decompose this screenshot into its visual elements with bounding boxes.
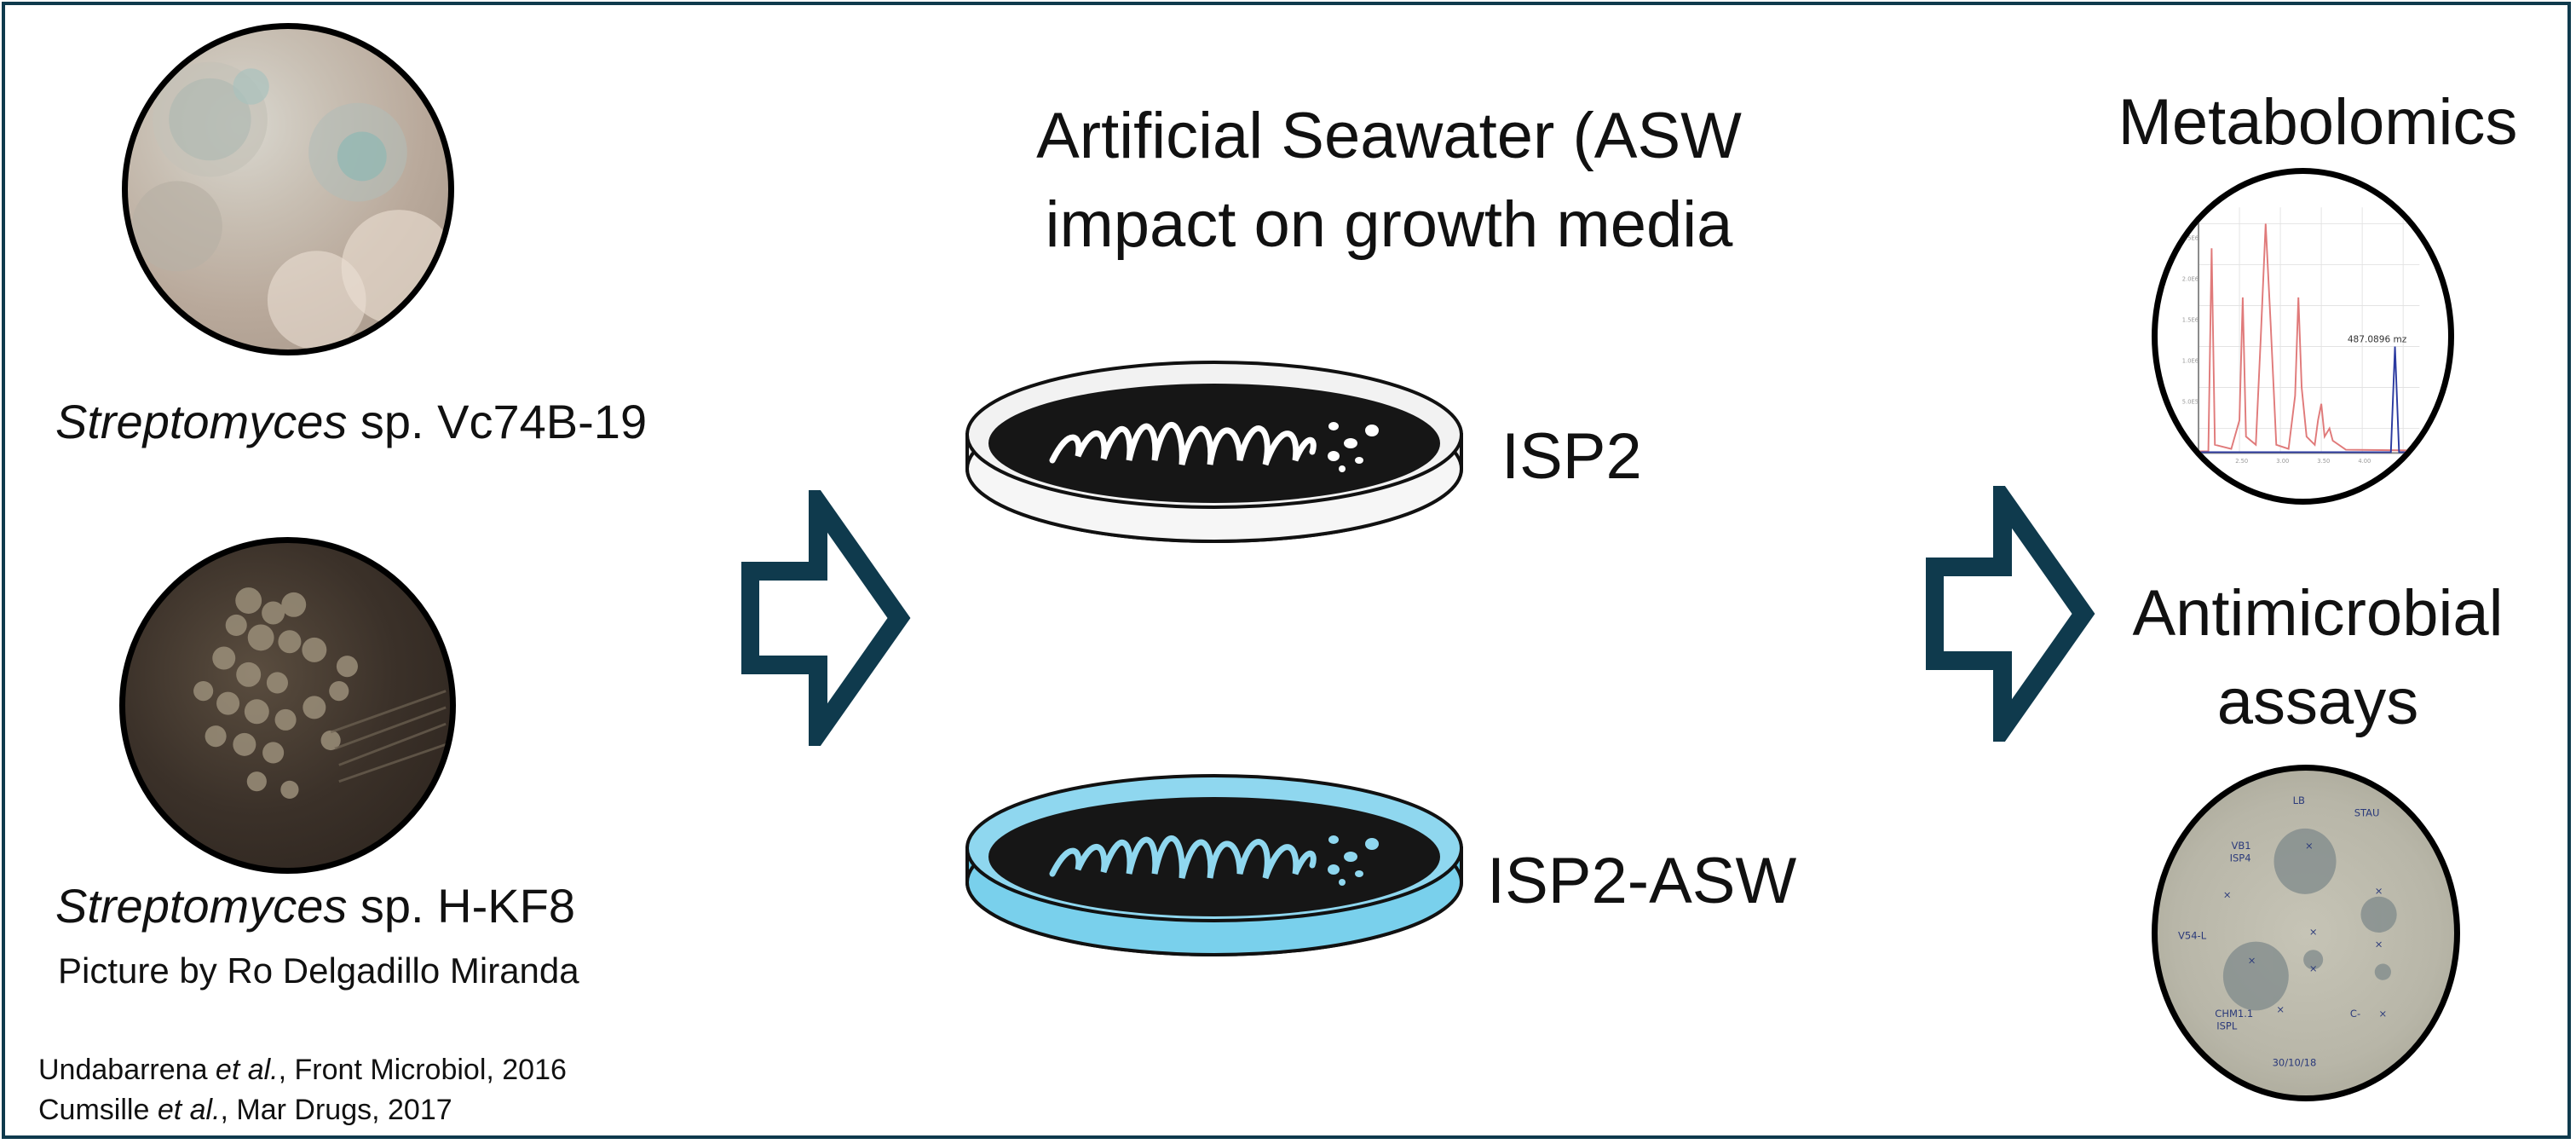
- vc74b19-culture-photo: [122, 23, 454, 355]
- photo-credit: Picture by Ro Delgadillo Miranda: [58, 950, 579, 991]
- svg-text:2.5E6: 2.5E6: [2182, 235, 2199, 242]
- svg-text:×: ×: [2375, 938, 2383, 950]
- svg-text:5.0E5: 5.0E5: [2182, 399, 2199, 406]
- antimicrobial-title-line1: Antimicrobial: [2132, 577, 2504, 650]
- right-arrow-icon: [741, 490, 911, 746]
- svg-text:×: ×: [2276, 1003, 2285, 1015]
- svg-text:2.0E6: 2.0E6: [2182, 276, 2199, 283]
- plate-label-chm-isp: ISPL: [2216, 1020, 2238, 1031]
- plate-label-v54: V54-L: [2178, 930, 2207, 942]
- hkf8-culture-photo: [119, 537, 456, 874]
- svg-text:×: ×: [2223, 889, 2232, 901]
- svg-text:3.00: 3.00: [2276, 458, 2289, 465]
- center-title-line1: Artificial Seawater (ASW: [1036, 100, 1742, 172]
- plate-label-date: 30/10/18: [2273, 1057, 2317, 1069]
- reference-1: Undabarrena et al., Front Microbiol, 201…: [38, 1054, 567, 1086]
- svg-text:3.50: 3.50: [2317, 458, 2330, 465]
- plate-label-vb: VB1: [2232, 840, 2251, 852]
- media-label-isp2-asw: ISP2-ASW: [1487, 845, 1797, 917]
- right-arrow-icon: [1926, 486, 2095, 742]
- antimicrobial-plate-image: LB STAU VB1 ISP4 V54-L CHM1.1 ISPL C- 30…: [2152, 765, 2460, 1101]
- svg-text:×: ×: [2375, 885, 2383, 897]
- organism2-caption: Streptomyces sp. H-KF8: [55, 879, 575, 933]
- svg-text:×: ×: [2305, 840, 2314, 852]
- svg-text:×: ×: [2309, 962, 2318, 974]
- plate-label-stau: STAU: [2354, 807, 2380, 819]
- plate-label-isp: ISP4: [2230, 852, 2251, 864]
- plate-label-lb: LB: [2293, 794, 2305, 806]
- petri-dish-isp2-asw: [965, 774, 1463, 956]
- mass-spectrum-image: 2.5E6 2.0E6 1.5E6 1.0E6 5.0E5 2.50 3.00 3.50 …: [2152, 168, 2454, 505]
- antimicrobial-title: Antimicrobial assays: [2062, 569, 2573, 747]
- center-title: Artificial Seawater (ASW impact on growt…: [963, 92, 1815, 269]
- plate-label-chm: CHM1.1: [2215, 1008, 2253, 1020]
- media-label-isp2: ISP2: [1501, 420, 1642, 493]
- reference-2: Cumsille et al., Mar Drugs, 2017: [38, 1094, 452, 1126]
- svg-text:4.00: 4.00: [2358, 458, 2371, 465]
- center-title-line2: impact on growth media: [1045, 188, 1733, 261]
- antimicrobial-title-line2: assays: [2216, 666, 2419, 738]
- svg-text:1.5E6: 1.5E6: [2182, 317, 2199, 324]
- organism1-caption: Streptomyces sp. Vc74B-19: [55, 395, 648, 448]
- svg-text:1.0E6: 1.0E6: [2182, 358, 2199, 365]
- svg-text:×: ×: [2309, 926, 2318, 938]
- svg-text:×: ×: [2379, 1008, 2388, 1020]
- spectrum-peak-label: 487.0896 mz: [2348, 335, 2407, 345]
- petri-dish-isp2: [965, 361, 1463, 543]
- plate-label-cneg: C-: [2350, 1008, 2360, 1020]
- metabolomics-title: Metabolomics: [2118, 86, 2518, 159]
- svg-text:2.50: 2.50: [2235, 458, 2248, 465]
- svg-text:×: ×: [2248, 955, 2256, 967]
